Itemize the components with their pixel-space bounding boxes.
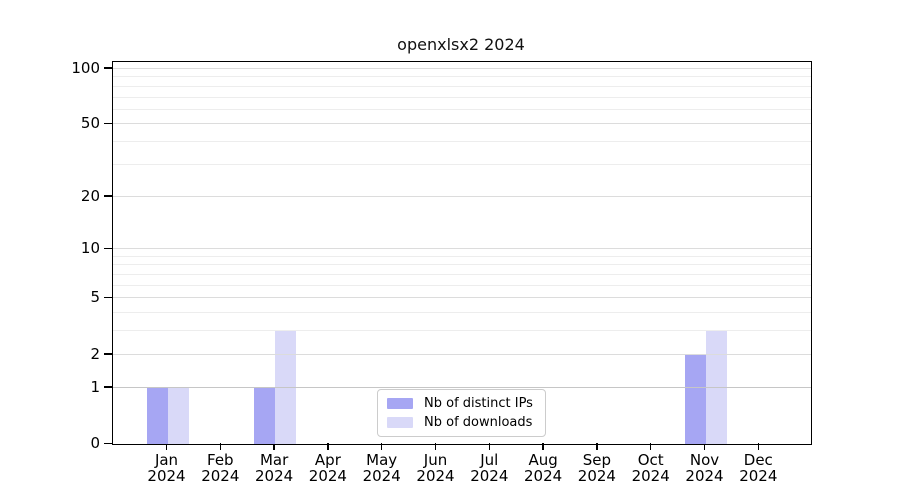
gridline-minor-6 <box>113 284 811 286</box>
y-tick-label-20: 20 <box>80 186 100 205</box>
plot-area: Nb of distinct IPs Nb of downloads <box>112 61 812 445</box>
legend: Nb of distinct IPs Nb of downloads <box>377 389 546 437</box>
x-tick-year: 2024 <box>147 467 186 485</box>
y-tick-20 <box>104 195 112 197</box>
gridline-minor-3 <box>113 330 811 332</box>
x-tick-month: May <box>366 451 398 469</box>
legend-item-downloads: Nb of downloads <box>387 415 533 430</box>
y-tick-label-1: 1 <box>90 377 100 396</box>
gridline-major-2 <box>113 353 811 355</box>
x-tick-label-jul: Jul 2024 <box>454 452 524 484</box>
x-tick-year: 2024 <box>524 467 563 485</box>
x-tick-month: Oct <box>637 451 664 469</box>
x-tick-month: Mar <box>259 451 289 469</box>
x-tick-year: 2024 <box>470 467 509 485</box>
gridline-major-5 <box>113 297 811 299</box>
x-tick-label-jun: Jun 2024 <box>401 452 471 484</box>
gridline-minor-30 <box>113 163 811 165</box>
gridline-major-1 <box>113 386 811 388</box>
y-tick-label-50: 50 <box>80 114 100 133</box>
x-tick-sep <box>596 443 598 450</box>
x-tick-year: 2024 <box>631 467 670 485</box>
y-tick-label-10: 10 <box>80 239 100 258</box>
x-tick-dec <box>757 443 760 450</box>
gridline-minor-9 <box>113 255 811 257</box>
x-tick-apr <box>327 443 329 450</box>
x-tick-label-jan: Jan 2024 <box>132 452 202 484</box>
x-tick-year: 2024 <box>308 467 347 485</box>
legend-label-distinct-ips: Nb of distinct IPs <box>424 396 533 411</box>
gridline-minor-40 <box>113 141 811 143</box>
y-tick-label-100: 100 <box>71 58 100 77</box>
x-tick-label-sep: Sep 2024 <box>562 452 632 484</box>
x-tick-label-dec: Dec 2024 <box>723 452 793 484</box>
x-tick-month: Jun <box>423 451 448 469</box>
x-tick-feb <box>219 443 222 450</box>
gridline-minor-60 <box>113 108 811 110</box>
x-tick-label-oct: Oct 2024 <box>616 452 686 484</box>
y-tick-label-0: 0 <box>90 434 100 452</box>
x-tick-month: Jul <box>480 451 499 469</box>
y-tick-1 <box>104 386 112 388</box>
x-tick-oct <box>649 443 652 450</box>
x-tick-nov <box>703 443 706 450</box>
gridline-major-100 <box>113 67 811 69</box>
x-tick-month: Nov <box>689 451 720 469</box>
x-tick-month: Aug <box>528 451 558 469</box>
x-tick-year: 2024 <box>362 467 401 485</box>
gridline-minor-8 <box>113 264 811 266</box>
gridline-minor-4 <box>113 312 811 314</box>
x-tick-jun <box>434 443 437 450</box>
gridline-major-20 <box>113 195 811 197</box>
x-tick-label-aug: Aug 2024 <box>508 452 578 484</box>
bar-distinct-ips-nov <box>684 354 706 444</box>
x-tick-year: 2024 <box>416 467 455 485</box>
gridline-minor-70 <box>113 96 811 98</box>
x-tick-label-feb: Feb 2024 <box>185 452 255 484</box>
x-tick-label-apr: Apr 2024 <box>293 452 363 484</box>
x-tick-jul <box>488 443 491 450</box>
y-tick-5 <box>104 296 112 299</box>
x-tick-month: Feb <box>207 451 234 469</box>
gridline-major-10 <box>113 248 811 250</box>
x-tick-year: 2024 <box>685 467 724 485</box>
x-tick-month: Jan <box>154 451 179 469</box>
chart-title: openxlsx2 2024 <box>397 35 525 54</box>
y-tick-label-2: 2 <box>90 344 100 363</box>
x-tick-aug <box>542 443 544 450</box>
bar-downloads-jan <box>167 387 189 444</box>
y-tick-label-5: 5 <box>90 288 100 307</box>
gridline-minor-7 <box>113 274 811 276</box>
x-tick-year: 2024 <box>201 467 240 485</box>
legend-item-distinct-ips: Nb of distinct IPs <box>387 396 533 411</box>
bar-distinct-ips-mar <box>254 387 276 444</box>
x-tick-label-mar: Mar 2024 <box>239 452 309 484</box>
legend-swatch-downloads <box>387 417 413 428</box>
y-tick-0 <box>104 442 112 444</box>
x-tick-year: 2024 <box>739 467 778 485</box>
y-tick-50 <box>104 122 112 125</box>
gridline-minor-90 <box>113 76 811 78</box>
x-tick-may <box>380 443 383 450</box>
x-tick-mar <box>273 443 275 450</box>
x-tick-label-nov: Nov 2024 <box>670 452 740 484</box>
x-tick-year: 2024 <box>577 467 616 485</box>
y-tick-100 <box>104 67 112 69</box>
y-tick-10 <box>104 247 112 250</box>
x-tick-month: Apr <box>314 451 341 469</box>
legend-swatch-distinct-ips <box>387 398 413 409</box>
x-tick-year: 2024 <box>255 467 294 485</box>
bar-downloads-mar <box>275 331 297 444</box>
y-tick-2 <box>104 353 112 355</box>
x-tick-month: Sep <box>582 451 612 469</box>
x-tick-jan <box>165 443 168 450</box>
bar-downloads-nov <box>705 331 727 444</box>
gridline-major-50 <box>113 123 811 125</box>
x-tick-label-may: May 2024 <box>347 452 417 484</box>
legend-label-downloads: Nb of downloads <box>424 415 533 430</box>
gridline-minor-80 <box>113 85 811 87</box>
x-tick-month: Dec <box>743 451 773 469</box>
bar-distinct-ips-jan <box>146 387 168 444</box>
